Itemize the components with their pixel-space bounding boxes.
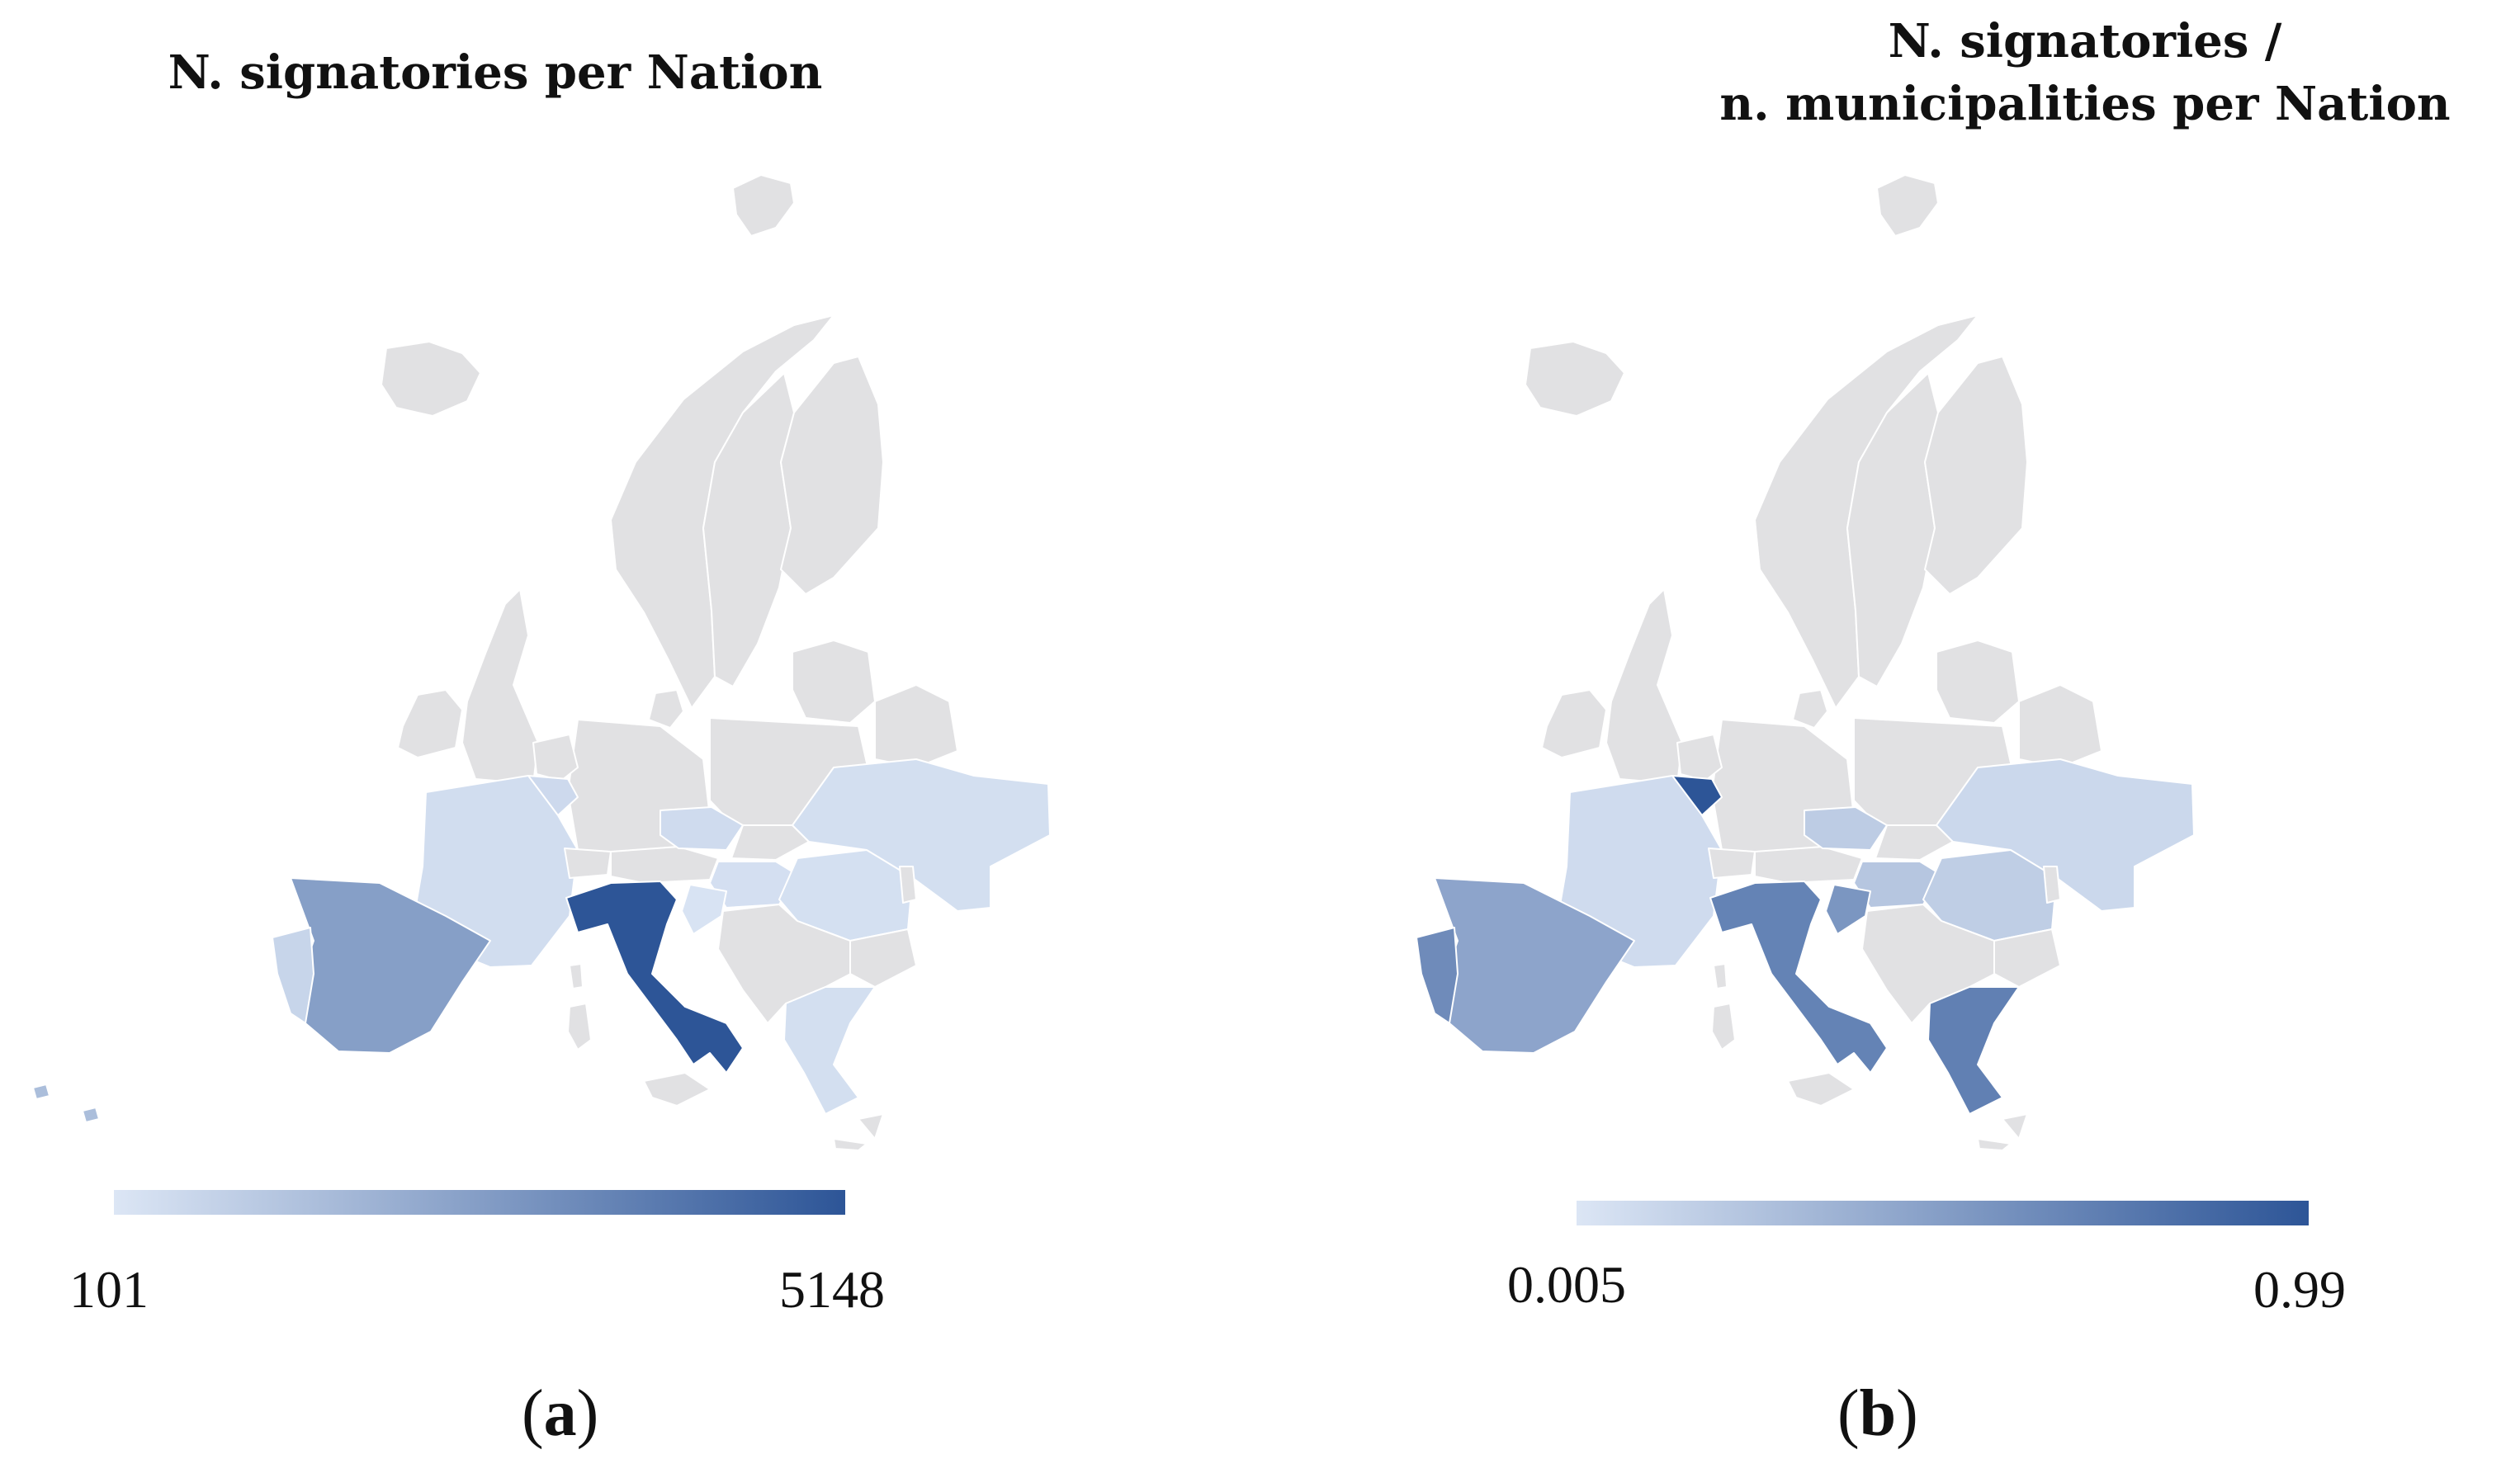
country-ireland — [397, 689, 463, 758]
country-uk — [1605, 588, 1683, 785]
country-netherlands — [1676, 734, 1723, 781]
country-moldova — [899, 866, 917, 904]
map-title: N. signatories / n. municipalities per N… — [1590, 10, 2520, 135]
europe-choropleth-map — [32, 174, 1051, 1151]
legend-min-label: 101 — [69, 1260, 149, 1319]
country-denmark — [1792, 689, 1828, 729]
legend-max-label: 5148 — [779, 1260, 885, 1319]
country-croatia — [681, 884, 727, 935]
country-corsica — [1713, 963, 1728, 989]
panel-label: (a) — [522, 1377, 599, 1450]
country-croatia — [1825, 884, 1871, 935]
country-moldova — [2043, 866, 2061, 904]
legend-min-label: 0.005 — [1507, 1255, 1626, 1314]
country-ireland — [1541, 689, 1607, 758]
country-ukraine — [792, 758, 1051, 912]
color-scale-bar — [1577, 1201, 2309, 1225]
country-czechia — [1804, 806, 1888, 851]
country-svalbard — [732, 174, 795, 237]
country-greece — [1927, 986, 2020, 1115]
country-sicily — [1787, 1072, 1855, 1107]
country-cyprus — [1977, 1138, 2012, 1151]
country-slovakia — [730, 824, 810, 861]
europe-choropleth-map — [1416, 174, 2195, 1151]
country-finland — [1924, 356, 2028, 595]
country-baltics — [1936, 640, 2020, 724]
country-italy — [1709, 881, 1888, 1074]
country-switzerland — [1708, 848, 1756, 879]
country-austria — [1754, 846, 1863, 884]
country-iceland — [1525, 341, 1625, 417]
color-scale-bar — [114, 1190, 845, 1215]
map-panel-b: N. signatories / n. municipalities per N… — [1260, 0, 2520, 1459]
country-baltics — [792, 640, 876, 724]
country-bulgaria — [1993, 928, 2061, 988]
country-portugal — [1416, 927, 1459, 1024]
country-turkey — [2002, 1113, 2028, 1140]
map-title: N. signatories per Nation — [50, 41, 941, 104]
country-sardinia — [567, 1003, 592, 1051]
title-line-1: N. signatories / — [1888, 14, 2282, 68]
country-corsica — [569, 963, 584, 989]
country-slovakia — [1875, 824, 1954, 861]
country-uk — [461, 588, 539, 785]
panel-label: (b) — [1837, 1377, 1918, 1450]
country-cyprus — [833, 1138, 868, 1151]
title-line-2: n. municipalities per Nation — [1719, 77, 2451, 131]
country-belarus — [874, 684, 958, 768]
country-austria — [610, 846, 719, 884]
legend-max-label: 0.99 — [2253, 1260, 2346, 1319]
country-belarus — [2018, 684, 2102, 768]
title-line-1: N. signatories per Nation — [168, 45, 823, 100]
country-bulgaria — [849, 928, 917, 988]
country-atlantic-islands — [32, 1084, 100, 1123]
country-czechia — [660, 806, 744, 851]
country-sardinia — [1711, 1003, 1736, 1051]
country-netherlands — [532, 734, 579, 781]
country-turkey — [858, 1113, 884, 1140]
map-panel-a: N. signatories per Nation 101 5148 (a) — [32, 41, 1051, 1450]
country-denmark — [648, 689, 684, 729]
country-finland — [780, 356, 884, 595]
country-ukraine — [1936, 758, 2195, 912]
country-sicily — [643, 1072, 711, 1107]
country-italy — [565, 881, 744, 1074]
country-portugal — [272, 927, 314, 1024]
country-greece — [783, 986, 876, 1115]
country-switzerland — [564, 848, 612, 879]
country-iceland — [381, 341, 481, 417]
country-svalbard — [1876, 174, 1939, 237]
